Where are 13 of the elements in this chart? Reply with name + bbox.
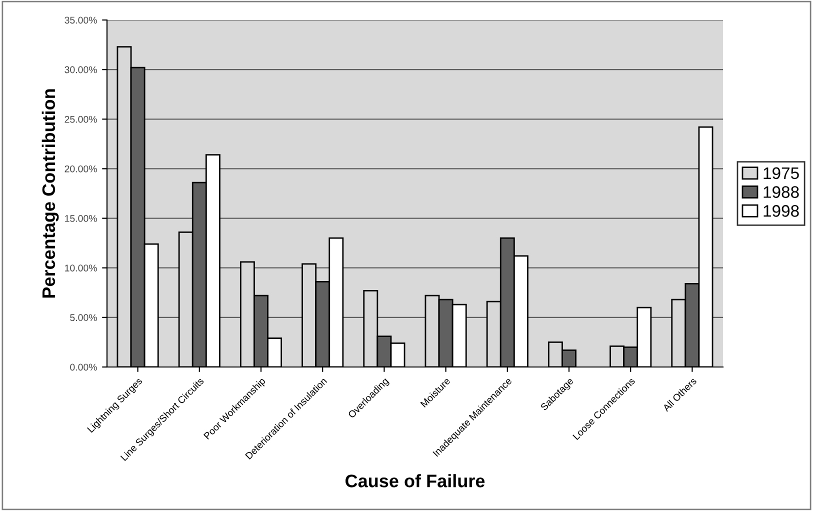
y-tick-label: 25.00% bbox=[64, 116, 97, 123]
y-tick-label: 35.00% bbox=[64, 16, 97, 24]
y-tick-label: 10.00% bbox=[65, 264, 97, 272]
y-tick-label: 0.00% bbox=[70, 364, 97, 371]
y-tick-label: 30.00% bbox=[64, 66, 97, 74]
x-axis-title: Cause of Failure bbox=[346, 474, 485, 488]
legend-label: 1975 bbox=[764, 167, 799, 180]
y-tick-label: 20.00% bbox=[64, 165, 97, 172]
legend-label: 1988 bbox=[764, 186, 799, 198]
legend-label: 1998 bbox=[764, 205, 799, 217]
y-tick-label: 5.00% bbox=[70, 314, 97, 322]
y-tick-label: 15.00% bbox=[65, 215, 97, 222]
y-axis-title: Percentage Contribution bbox=[42, 89, 59, 298]
